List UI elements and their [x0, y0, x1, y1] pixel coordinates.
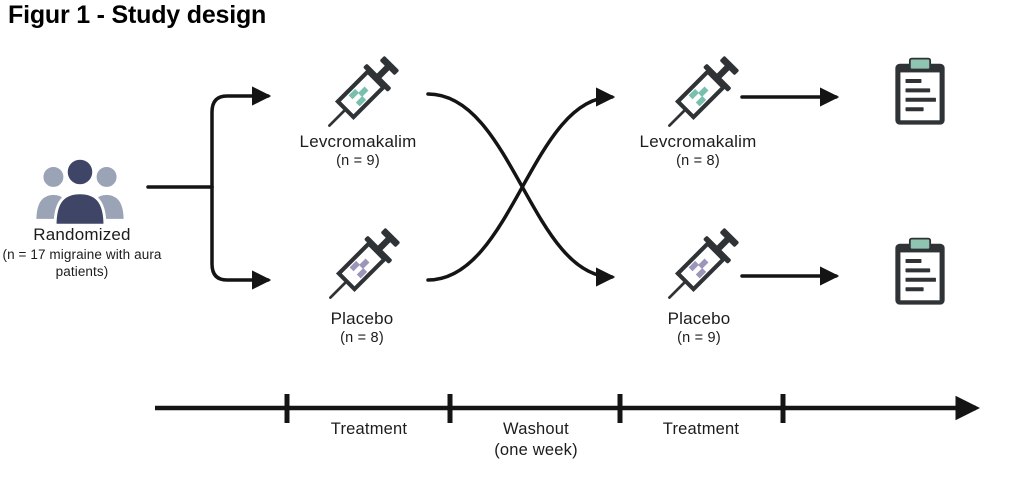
crossover-arrow-top-to-bottom [426, 92, 616, 287]
arm-period1-bottom: Placebo (n = 8) [331, 308, 394, 347]
syringe-icon-levcromakalim-period1 [328, 56, 399, 127]
n-label: (n = 8) [676, 153, 720, 169]
timeline-label-washout-block: Washout (one week) [494, 419, 578, 461]
arm-period2-bottom: Placebo (n = 9) [668, 308, 731, 347]
n-label: (n = 9) [677, 330, 721, 346]
arm-period1-top: Levcromakalim (n = 9) [300, 131, 417, 170]
n-label: (n = 8) [340, 330, 384, 346]
arm-period2-top: Levcromakalim (n = 8) [640, 131, 757, 170]
branch-arrow-bottom [210, 185, 272, 290]
randomized-detail: (n = 17 migraine with aura patients) [2, 247, 162, 279]
page-title: Figur 1 - Study design [8, 1, 267, 29]
people-group-icon [33, 156, 127, 227]
n-label: (n = 9) [336, 153, 380, 169]
randomized-label: Randomized [33, 225, 131, 244]
drug-label: Levcromakalim [299, 132, 417, 151]
clipboard-icon-bottom [895, 237, 945, 305]
timeline-label-washout-sub: (one week) [494, 441, 578, 459]
timeline-label-treatment-2: Treatment [662, 420, 740, 438]
syringe-icon-placebo-period1 [329, 228, 400, 299]
drug-label: Levcromakalim [639, 132, 757, 151]
syringe-icon-levcromakalim-period2 [668, 56, 739, 127]
drug-label: Placebo [667, 309, 731, 328]
timeline-label-washout: Washout [503, 420, 569, 438]
drug-label: Placebo [330, 309, 394, 328]
branch-arrow-top [210, 86, 272, 189]
crossover-arrow-bottom-to-top [426, 87, 616, 282]
timeline-label-treatment-1: Treatment [330, 420, 408, 438]
clipboard-icon-top [895, 57, 945, 125]
syringe-icon-placebo-period2 [668, 228, 739, 299]
